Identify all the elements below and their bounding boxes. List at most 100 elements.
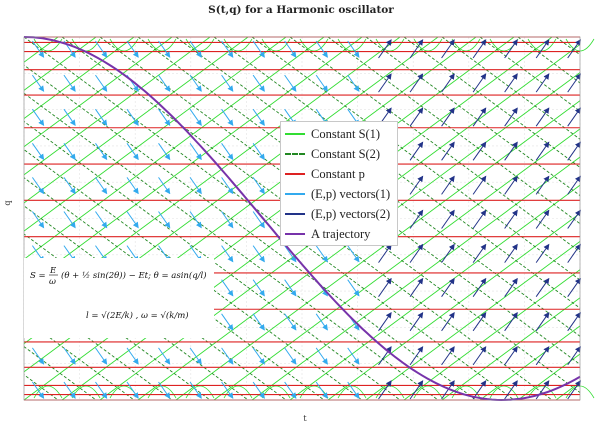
- ep-vector-1: [126, 381, 139, 399]
- legend-swatch: [285, 153, 305, 155]
- ep-vector-2: [441, 209, 455, 229]
- ep-vector-1: [95, 381, 108, 399]
- constant-s2-line: [99, 37, 580, 394]
- ep-vector-1: [31, 381, 45, 399]
- ep-vector-2: [441, 175, 455, 195]
- constant-s1-line: [479, 325, 580, 400]
- plot-frame: [23, 36, 581, 401]
- constant-s1-line: [24, 37, 249, 204]
- constant-s1-line: [24, 37, 477, 373]
- ep-vector-2: [504, 141, 518, 161]
- ep-vector-1: [189, 177, 202, 195]
- ep-vector-1: [347, 245, 360, 263]
- ep-vector-2: [567, 311, 581, 332]
- ep-vector-2: [409, 277, 424, 297]
- ep-vector-2: [472, 277, 487, 297]
- ep-vector-1: [189, 40, 202, 58]
- ep-vector-1: [315, 313, 328, 331]
- ep-vector-2: [441, 73, 455, 93]
- legend-swatch: [285, 193, 305, 195]
- ep-vector-1: [315, 40, 328, 58]
- ep-vector-1: [315, 74, 328, 92]
- ep-vector-2: [472, 141, 487, 161]
- ep-vector-1: [221, 245, 234, 263]
- constant-s2-line: [441, 37, 580, 140]
- ep-vector-2: [409, 73, 424, 93]
- ep-vector-1: [189, 74, 202, 92]
- ep-vector-1: [252, 279, 265, 297]
- formula-line2: l = √(2E/k) , ω = √(k/m): [86, 310, 189, 321]
- ep-vector-1: [158, 108, 171, 127]
- ep-vector-1: [31, 143, 45, 161]
- ep-vector-1: [126, 108, 139, 127]
- constant-s2-line: [365, 37, 580, 197]
- ep-vector-2: [472, 209, 487, 229]
- ep-vector-1: [126, 143, 139, 161]
- constant-s2-line: [327, 37, 580, 225]
- ep-vector-2: [504, 209, 518, 229]
- ep-vector-2: [535, 277, 550, 297]
- legend-label: Constant S(1): [311, 126, 381, 141]
- ep-vector-1: [158, 381, 171, 399]
- constant-s1-line: [24, 37, 173, 148]
- ep-vector-2: [441, 141, 455, 161]
- ep-vector-1: [189, 381, 202, 399]
- legend-label: Constant p: [311, 166, 365, 181]
- constant-s1-line: [594, 37, 602, 400]
- ep-vector-1: [158, 74, 171, 92]
- ep-vector-1: [284, 381, 297, 399]
- ep-vector-2: [504, 346, 518, 366]
- constant-s2-line: [0, 37, 20, 400]
- ep-vector-2: [378, 277, 392, 297]
- legend-entry: Constant p: [285, 164, 393, 184]
- constant-s1-line: [24, 37, 439, 345]
- constant-s1-line: [441, 297, 580, 400]
- chart-legend: Constant S(1) Constant S(2) Constant p (E,p…: [280, 121, 398, 246]
- ep-vector-2: [535, 243, 550, 263]
- constant-s1-line: [24, 37, 515, 400]
- ep-vector-1: [31, 40, 45, 58]
- ep-vector-2: [504, 175, 518, 195]
- ep-vector-2: [409, 175, 424, 195]
- ep-vector-1: [158, 177, 171, 195]
- ep-vector-2: [378, 380, 392, 400]
- ep-vector-2: [535, 346, 550, 366]
- legend-swatch: [285, 213, 305, 215]
- ep-vector-2: [504, 277, 518, 297]
- ep-vector-1: [126, 347, 139, 365]
- ep-vector-2: [567, 107, 581, 127]
- ep-vector-1: [315, 347, 328, 365]
- ep-vector-1: [347, 74, 360, 92]
- ep-vector-1: [158, 40, 171, 58]
- ep-vector-1: [347, 279, 360, 297]
- constant-s1-line: [251, 156, 580, 400]
- ep-vector-1: [252, 313, 265, 331]
- ep-vector-1: [347, 40, 360, 58]
- constant-s1-line: [289, 184, 580, 400]
- ep-vector-2: [378, 39, 392, 59]
- ep-vector-2: [409, 380, 424, 400]
- ep-vector-1: [284, 313, 297, 331]
- ep-vector-1: [189, 211, 202, 229]
- ep-vector-2: [472, 311, 487, 332]
- ep-vector-1: [252, 211, 265, 229]
- ep-vector-2: [378, 311, 392, 332]
- ep-vector-1: [221, 279, 234, 297]
- ep-vector-1: [221, 108, 234, 127]
- legend-label: (E,p) vectors(2): [311, 206, 391, 221]
- ep-vector-2: [472, 73, 487, 93]
- ep-vector-1: [284, 279, 297, 297]
- ep-vector-1: [126, 40, 139, 58]
- ep-vector-1: [95, 143, 108, 161]
- ep-vector-2: [535, 39, 550, 59]
- ep-vector-1: [31, 211, 45, 229]
- ep-vector-2: [409, 141, 424, 161]
- ep-vector-1: [63, 347, 76, 365]
- constant-s1-line: [327, 212, 580, 400]
- plot-area: [0, 36, 602, 402]
- constant-s2-line: [24, 92, 439, 400]
- constant-s2-line: [61, 37, 553, 400]
- constant-s1-line: [24, 37, 211, 176]
- constant-s2-line: [137, 37, 580, 365]
